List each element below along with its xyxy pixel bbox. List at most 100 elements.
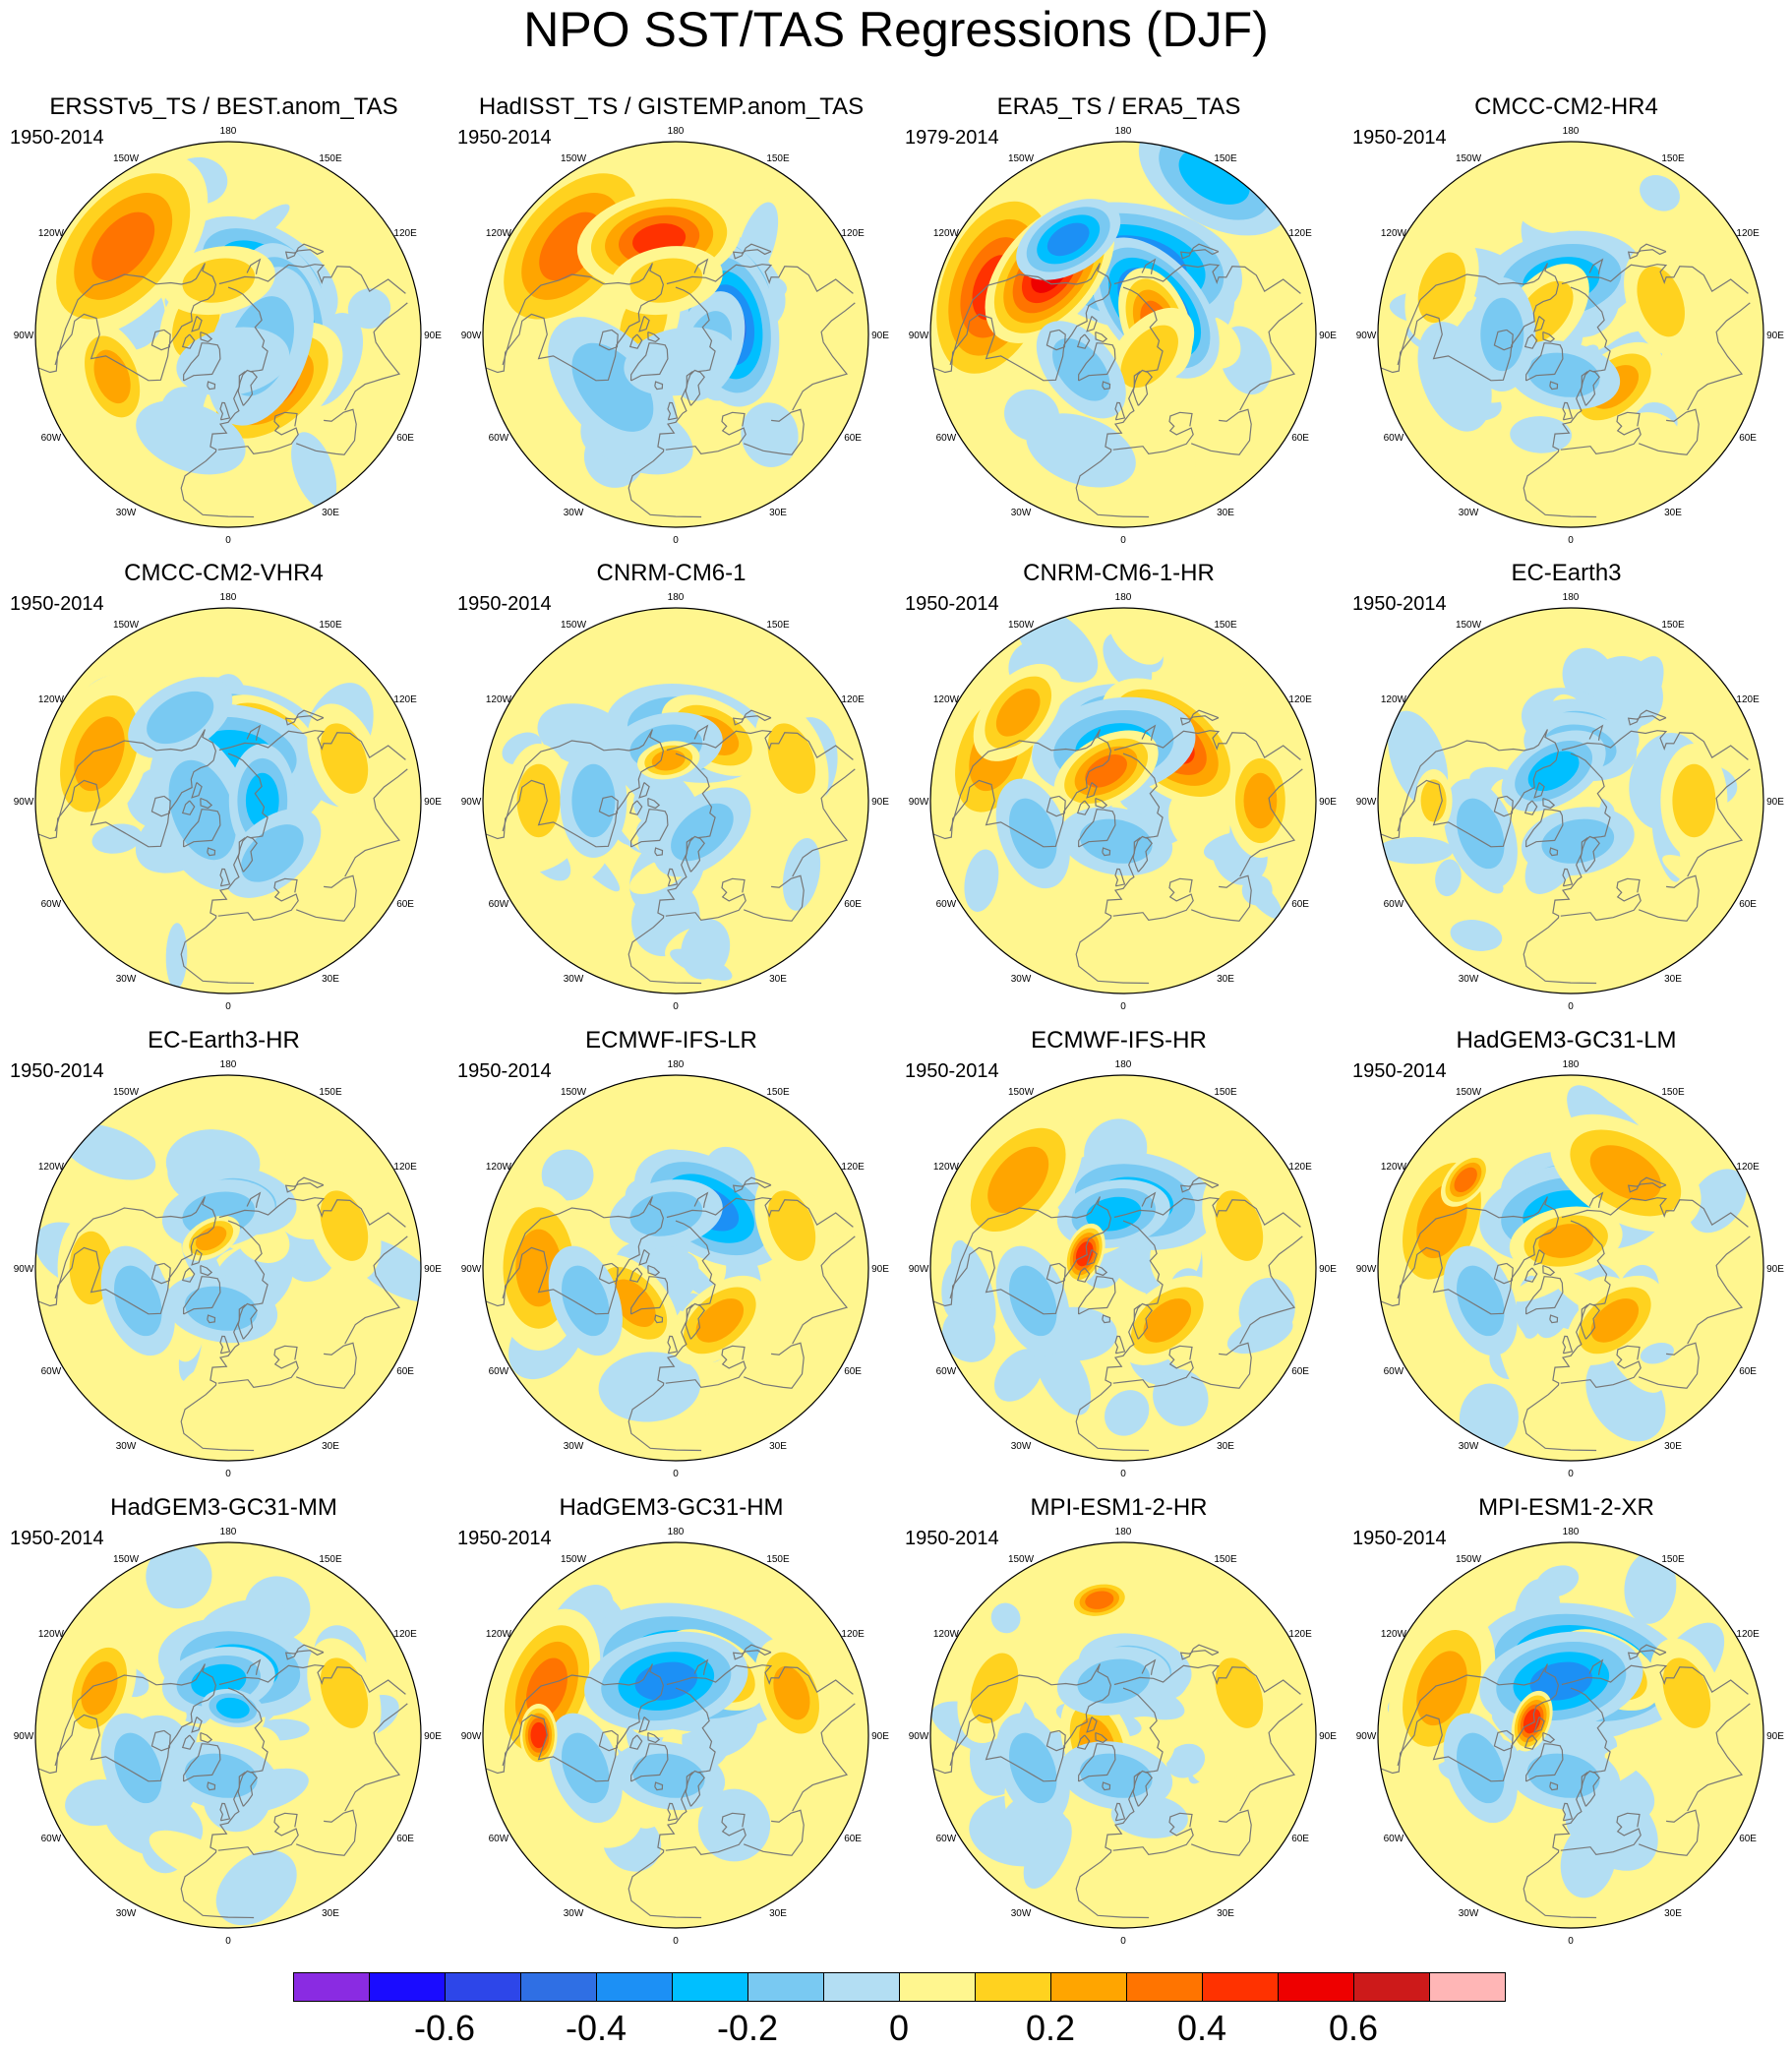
coastline: [200, 331, 213, 343]
coastline: [949, 1207, 1087, 1299]
longitude-label: 60W: [41, 433, 62, 444]
longitude-label: 30E: [1664, 508, 1682, 518]
field-patch: [1511, 1272, 1570, 1302]
map-outline: [929, 141, 1317, 528]
longitude-label: 90W: [461, 331, 482, 341]
longitude-label: 180: [220, 592, 237, 603]
polar-stereographic-map: 180 150E 120E 90E 60E 30E 0 30W 60W 90W 120W 150W: [909, 126, 1338, 546]
anomaly-contour: [624, 327, 738, 396]
coastline: [1380, 293, 1557, 382]
longitude-label: 120E: [841, 1629, 865, 1640]
coastline: [191, 263, 217, 295]
coastline: [1102, 847, 1111, 857]
anomaly-contour: [995, 689, 1041, 737]
coastline: [180, 371, 255, 518]
longitude-label: 120E: [1288, 228, 1312, 239]
coastline: [667, 868, 679, 887]
coastline: [1687, 1703, 1751, 1812]
coastline: [200, 1264, 213, 1277]
polar-stereographic-map: 180 150E 120E 90E 60E 30E 0 30W 60W 90W 120W 150W: [461, 592, 890, 1012]
anomaly-contour: [773, 1665, 810, 1720]
map-panel: CNRM-CM6-1 180 150E 120E 90E 60E 30E 0 30W 60W 90W…: [448, 559, 895, 1025]
coastline: [792, 1235, 856, 1345]
longitude-label: 30W: [564, 1908, 584, 1919]
coastline: [180, 1304, 255, 1452]
colorbar-swatch: [596, 1972, 673, 2002]
coastline: [1525, 809, 1564, 848]
longitude-label: 60W: [936, 1834, 957, 1844]
longitude-label: 90E: [1319, 331, 1337, 341]
coastline: [191, 1196, 217, 1229]
coastline: [1627, 709, 1667, 726]
field-patch: [719, 1354, 782, 1415]
anomaly-contour: [136, 400, 246, 475]
map-outline: [34, 1541, 422, 1929]
coastline: [295, 874, 357, 922]
longitude-label: 90W: [14, 1264, 34, 1275]
coastline: [1190, 408, 1252, 455]
coastline: [1588, 724, 1604, 741]
coastline: [1102, 381, 1111, 391]
longitude-label: 150W: [1008, 153, 1035, 164]
field-patch: [1238, 1278, 1295, 1343]
coastline: [598, 795, 619, 817]
longitude-label: 60E: [844, 899, 862, 910]
coastline: [1141, 724, 1157, 741]
anomaly-contour: [526, 1657, 567, 1719]
panel-period: 1950-2014: [1352, 593, 1447, 615]
longitude-label: 60E: [1739, 1366, 1757, 1377]
coastline: [1542, 1731, 1556, 1744]
coastline: [37, 759, 214, 848]
longitude-label: 180: [1563, 592, 1580, 603]
coastline: [1493, 329, 1514, 351]
coastline: [1086, 1717, 1098, 1733]
coastline: [1113, 264, 1301, 294]
coastline: [150, 329, 171, 351]
longitude-label: 90E: [1766, 1731, 1784, 1742]
coastline: [1533, 316, 1545, 332]
anomaly-contour: [114, 1265, 162, 1337]
panel-title: HadGEM3-GC31-MM: [110, 1494, 337, 1521]
coastline: [191, 1663, 217, 1696]
coastline: [1588, 1658, 1604, 1675]
anomaly-contour: [1454, 1167, 1477, 1193]
longitude-label: 30E: [1217, 1441, 1234, 1452]
coastline: [1627, 1176, 1667, 1193]
coastline: [638, 1663, 665, 1696]
longitude-label: 90W: [14, 1731, 34, 1742]
field-patch: [1662, 855, 1755, 909]
longitude-label: 60W: [1384, 899, 1404, 910]
panel-title: EC-Earth3-HR: [148, 1027, 300, 1054]
coastline: [1687, 1235, 1751, 1345]
longitude-label: 30E: [1217, 508, 1234, 518]
longitude-label: 0: [1120, 1936, 1126, 1947]
anomaly-contour: [1046, 222, 1090, 257]
coastline: [191, 1249, 203, 1266]
coastline: [638, 1249, 650, 1266]
coastline: [630, 1276, 669, 1315]
longitude-label: 90E: [1319, 797, 1337, 808]
longitude-label: 120W: [933, 1162, 960, 1173]
coastline: [1397, 1207, 1534, 1299]
longitude-label: 120W: [38, 228, 65, 239]
coastline: [1580, 369, 1600, 406]
longitude-label: 60E: [1291, 899, 1309, 910]
coastline: [54, 273, 192, 366]
anomaly-contour: [1457, 1265, 1505, 1337]
coastline: [1239, 302, 1303, 411]
coastline: [502, 740, 639, 832]
coastline: [1113, 1664, 1301, 1695]
coastline: [732, 1176, 772, 1193]
longitude-label: 120E: [841, 694, 865, 705]
field-patch: [994, 1349, 1044, 1402]
field-patch: [177, 1364, 244, 1422]
coastline: [627, 837, 702, 985]
field-patch: [785, 263, 836, 323]
longitude-label: 60W: [489, 433, 509, 444]
coastline: [1086, 263, 1112, 295]
coastline: [932, 759, 1109, 848]
map-outline: [482, 1074, 869, 1462]
longitude-label: 150W: [1008, 620, 1035, 631]
anomaly-contour: [182, 258, 256, 303]
longitude-label: 60W: [1384, 1366, 1404, 1377]
